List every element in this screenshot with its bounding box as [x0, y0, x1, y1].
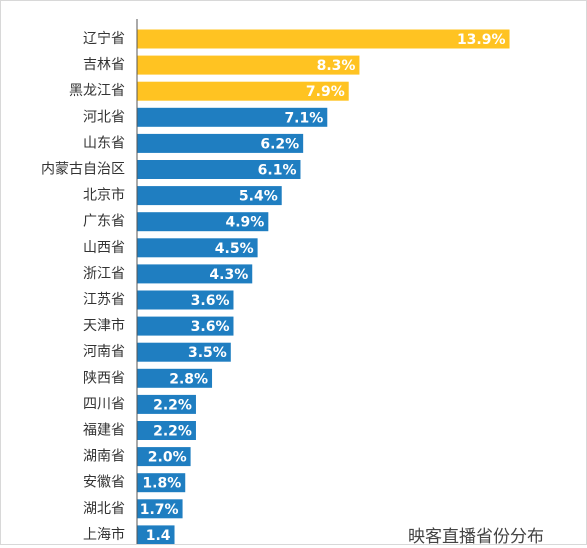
data-label: 3.6% [191, 319, 230, 335]
category-label: 山西省 [83, 240, 125, 256]
category-label: 湖南省 [83, 449, 125, 465]
category-label: 河南省 [83, 344, 125, 360]
data-label: 5.4% [239, 189, 278, 205]
data-label: 2.2% [153, 424, 192, 440]
data-label: 1.4 [146, 528, 171, 544]
category-label: 辽宁省 [83, 30, 125, 47]
category-label: 安徽省 [83, 475, 125, 491]
bar [137, 342, 231, 362]
data-label: 6.2% [260, 136, 299, 152]
chart-caption: 映客直播省份分布 [408, 527, 544, 544]
bar [137, 290, 234, 310]
category-label: 广东省 [83, 214, 125, 230]
data-label: 6.1% [258, 163, 297, 179]
bar [137, 368, 213, 388]
category-label: 吉林省 [83, 57, 125, 73]
category-label: 河北省 [83, 109, 125, 125]
category-label: 内蒙古自治区 [41, 162, 125, 178]
data-label: 2.0% [148, 450, 187, 466]
bar [137, 264, 253, 284]
data-label: 1.8% [142, 476, 181, 492]
category-label: 福建省 [83, 423, 125, 439]
category-label: 黑龙江省 [69, 83, 125, 99]
data-label: 3.5% [188, 345, 227, 361]
category-label: 四川省 [83, 396, 125, 412]
data-label: 2.2% [153, 397, 192, 413]
category-label: 山东省 [83, 135, 125, 151]
bar [137, 212, 269, 232]
data-label: 4.9% [225, 215, 264, 231]
data-label: 7.1% [284, 110, 323, 126]
bar [137, 421, 196, 440]
data-label: 8.3% [317, 58, 356, 74]
category-label: 北京市 [83, 187, 125, 204]
bar [137, 394, 196, 414]
bar [137, 525, 175, 545]
category-label: 陕西省 [83, 370, 125, 386]
data-label: 7.9% [306, 84, 345, 100]
data-label: 1.7% [140, 502, 179, 518]
data-label: 2.8% [169, 371, 208, 387]
bars-layer: 辽宁省 13.9% 吉林省 8.3% 黑龙江省 7.9% 河北省 7.1% 山东省 6.2% 内蒙古… [41, 29, 510, 545]
bar [137, 160, 301, 179]
data-label: 4.3% [209, 267, 248, 283]
bar [137, 499, 183, 519]
category-label: 湖北省 [83, 501, 125, 517]
bar [137, 186, 282, 206]
bar [137, 473, 186, 493]
bar [137, 238, 258, 258]
bar [137, 81, 349, 101]
category-label: 江苏省 [83, 292, 125, 308]
bar [137, 133, 304, 153]
bar [137, 107, 328, 127]
category-label: 天津市 [83, 317, 125, 334]
data-label: 3.6% [191, 293, 230, 309]
bar [137, 447, 191, 467]
category-label: 上海市 [83, 526, 125, 543]
bar [137, 29, 510, 49]
category-label: 浙江省 [83, 266, 125, 282]
bar [137, 55, 360, 75]
data-label: 4.5% [215, 241, 254, 257]
data-label: 13.9% [457, 32, 506, 48]
bar [137, 316, 234, 336]
